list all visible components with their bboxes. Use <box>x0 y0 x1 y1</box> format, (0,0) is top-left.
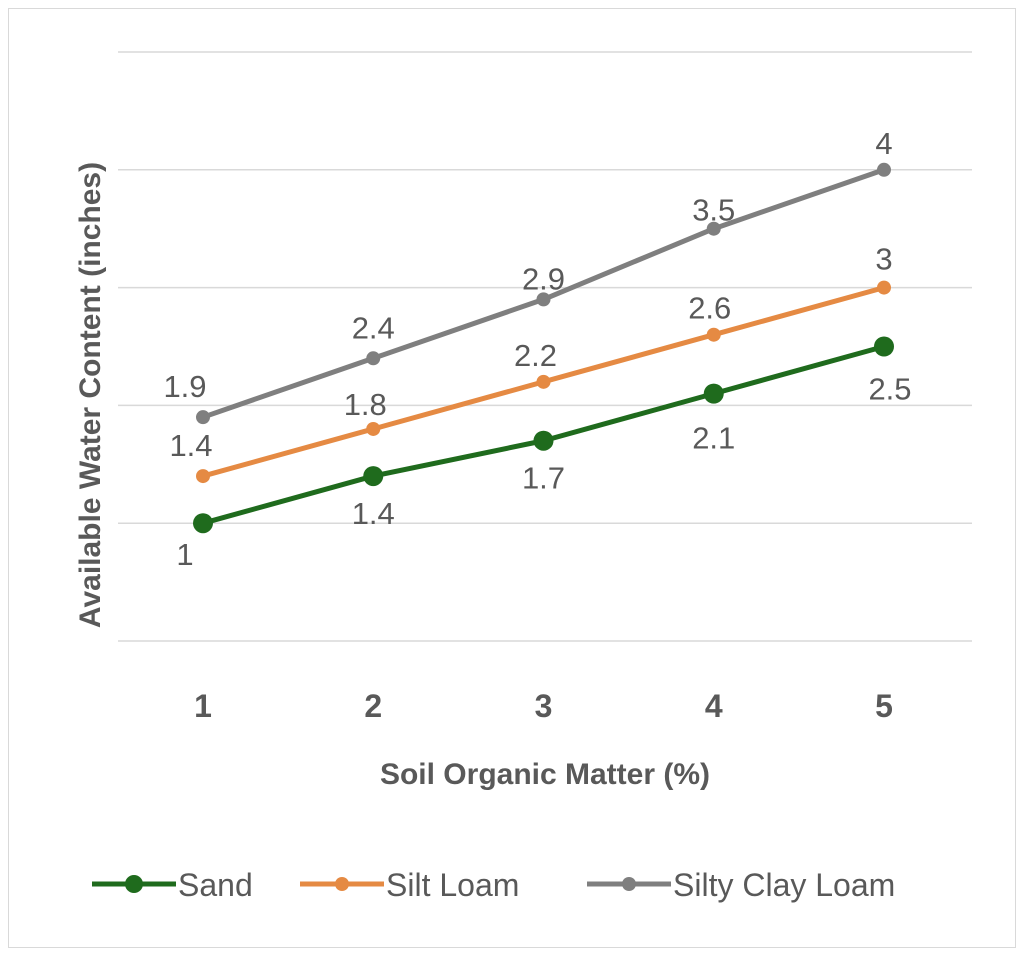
data-label: 3 <box>875 242 892 277</box>
legend-item: Sand <box>92 867 253 903</box>
x-tick-labels: 1 2 3 4 5 <box>194 688 893 724</box>
x-tick-label: 3 <box>535 688 553 724</box>
series-silt-loam: 1.4 1.8 2.2 2.6 3 <box>169 242 893 484</box>
data-point <box>196 410 210 425</box>
legend-label: Sand <box>178 867 253 903</box>
data-point <box>196 469 210 484</box>
data-point <box>874 336 894 357</box>
y-axis-title: Available Water Content (inches) <box>74 162 107 628</box>
x-tick-label: 2 <box>364 688 382 724</box>
data-point <box>366 421 381 436</box>
series-sand: 1 1.4 1.7 2.1 2.5 <box>176 336 912 572</box>
data-point <box>363 466 384 487</box>
data-label: 1.7 <box>522 461 565 496</box>
data-point <box>877 162 891 177</box>
data-label: 2.6 <box>688 291 731 326</box>
series-lines: 1 1.4 1.7 2.1 2.5 1.4 1.8 2.2 2.6 3 1.9 2.4 2.9 3.5 4 <box>163 126 911 572</box>
legend-item: Silty Clay Loam <box>587 867 895 903</box>
chart-frame <box>8 8 1016 948</box>
data-point <box>536 374 551 389</box>
data-point <box>877 280 891 295</box>
data-label: 2.4 <box>352 310 395 345</box>
data-point <box>703 383 724 404</box>
legend-marker <box>622 877 636 891</box>
data-label: 1 <box>176 537 193 572</box>
legend-item: Silt Loam <box>300 867 519 903</box>
data-point <box>706 327 721 342</box>
data-label: 3.5 <box>692 193 735 228</box>
data-label: 2.1 <box>692 421 735 456</box>
legend-marker <box>125 875 143 893</box>
gridlines <box>118 51 972 642</box>
data-point <box>536 292 551 307</box>
data-label: 2.9 <box>522 261 565 296</box>
legend: Sand Silt Loam Silty Clay Loam <box>92 867 895 903</box>
data-point <box>533 430 554 451</box>
data-label: 1.4 <box>352 496 395 531</box>
data-label: 1.8 <box>344 387 387 422</box>
data-point <box>193 513 213 534</box>
data-label: 2.5 <box>868 372 911 407</box>
x-tick-label: 5 <box>875 688 893 724</box>
data-point <box>366 351 381 366</box>
data-label: 1.9 <box>163 369 206 404</box>
x-tick-label: 1 <box>194 688 212 724</box>
legend-label: Silt Loam <box>386 867 519 903</box>
legend-marker <box>335 877 349 891</box>
x-axis-title: Soil Organic Matter (%) <box>380 758 710 791</box>
x-tick-label: 4 <box>705 688 723 724</box>
data-label: 2.2 <box>514 338 557 373</box>
series-silty-clay-loam: 1.9 2.4 2.9 3.5 4 <box>163 126 893 425</box>
data-label: 4 <box>875 126 892 161</box>
data-label: 1.4 <box>169 428 212 463</box>
legend-label: Silty Clay Loam <box>673 867 895 903</box>
data-point <box>706 221 721 236</box>
